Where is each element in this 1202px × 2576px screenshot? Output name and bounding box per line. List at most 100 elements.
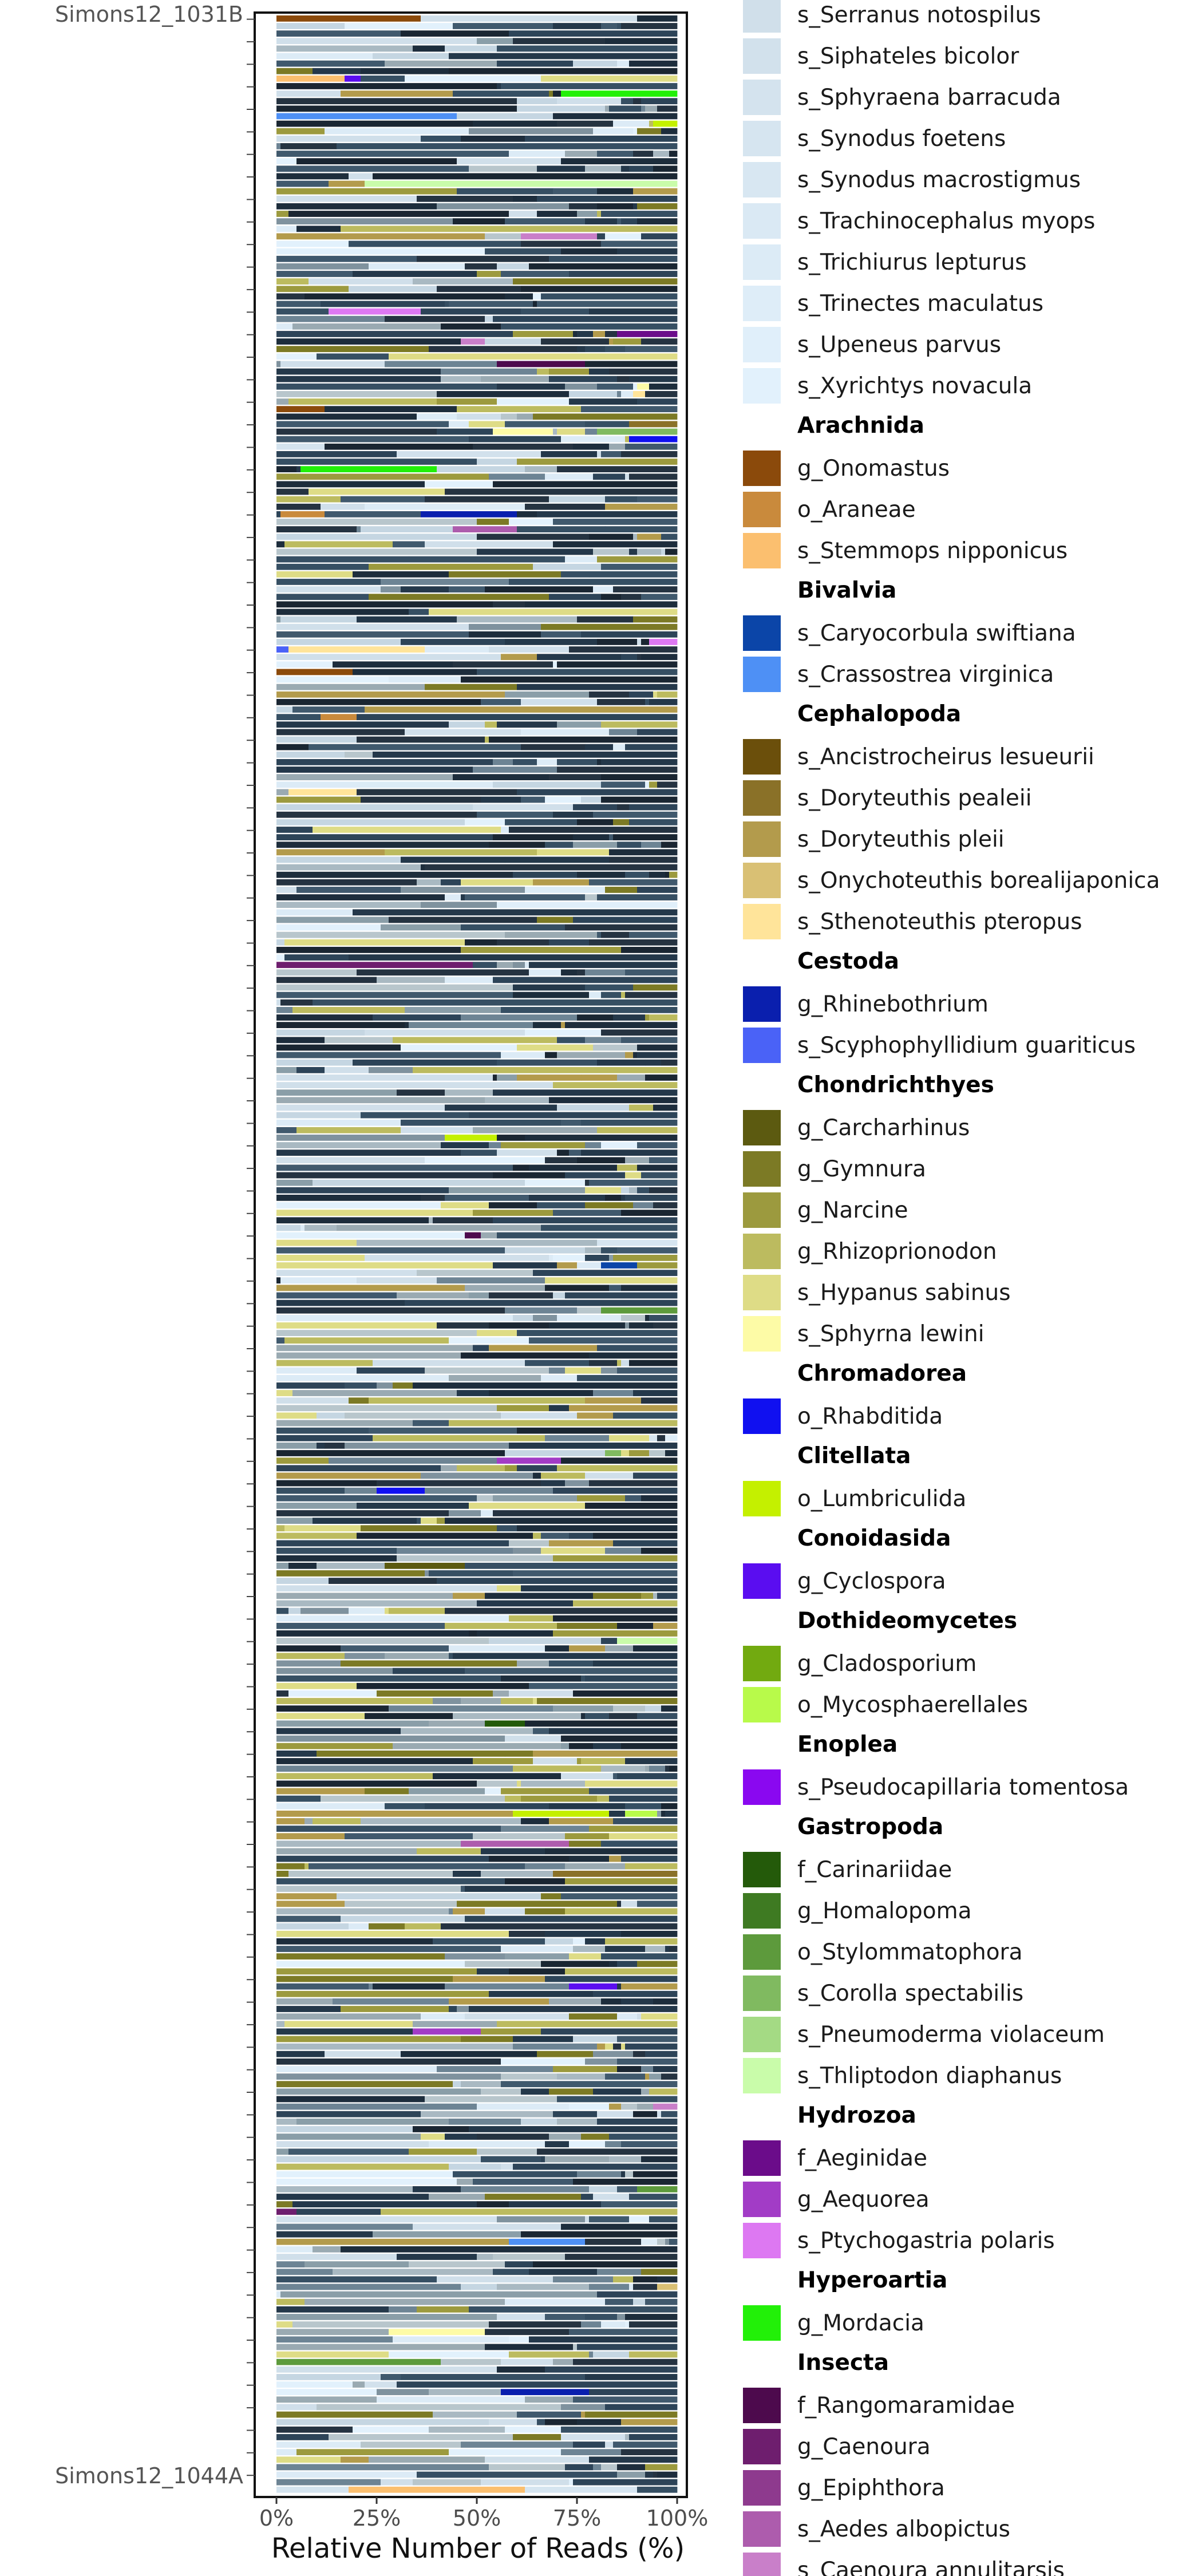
bar-segment xyxy=(665,1810,678,1817)
bar-segment xyxy=(373,173,678,180)
bar-segment xyxy=(276,413,417,420)
bar-segment xyxy=(633,984,678,991)
bar-segment xyxy=(353,2381,365,2388)
bar-segment xyxy=(577,1014,614,1021)
bar-segment xyxy=(577,2171,622,2178)
bar-segment xyxy=(593,1044,638,1051)
bar-segment xyxy=(541,338,610,345)
bar-segment xyxy=(541,451,598,457)
bar-segment xyxy=(565,1863,626,1870)
bar-segment xyxy=(589,368,610,375)
bar-segment xyxy=(421,864,425,871)
bar-segment xyxy=(497,263,529,270)
bar-segment xyxy=(605,2141,622,2148)
bar-segment xyxy=(637,1044,678,1051)
bar-segment xyxy=(429,2141,545,2148)
bar-segment xyxy=(585,1713,610,1720)
bar-segment xyxy=(413,2186,461,2192)
bar-segment xyxy=(661,128,678,135)
bar-segment xyxy=(292,2201,477,2208)
bar-segment xyxy=(569,1622,618,1629)
bar-segment xyxy=(545,796,582,803)
bar-segment xyxy=(641,2156,678,2163)
bar-segment xyxy=(545,1052,557,1058)
bar-segment xyxy=(485,1720,525,1727)
bar-segment xyxy=(321,714,357,721)
bar-segment xyxy=(276,601,493,608)
bar-segment xyxy=(517,1427,678,1434)
bar-segment xyxy=(449,1187,586,1194)
bar-segment xyxy=(569,1826,590,1832)
bar-segment xyxy=(276,1751,317,1757)
bar-segment xyxy=(609,856,630,863)
bar-segment xyxy=(613,2043,622,2050)
bar-segment xyxy=(425,646,489,653)
bar-segment xyxy=(565,1968,678,1975)
bar-segment xyxy=(280,511,325,517)
bar-segment xyxy=(276,361,281,368)
bar-segment xyxy=(349,286,437,293)
bar-segment xyxy=(497,1405,549,1412)
bar-segment xyxy=(489,2419,537,2425)
bar-segment xyxy=(477,534,590,540)
bar-segment xyxy=(521,699,598,705)
bar-segment xyxy=(625,436,630,442)
bar-segment xyxy=(477,2103,570,2110)
bar-segment xyxy=(276,1119,401,1126)
bar-segment xyxy=(669,2238,678,2245)
bar-segment xyxy=(461,879,533,886)
bar-segment xyxy=(621,1998,654,2005)
bar-segment xyxy=(481,1510,493,1516)
bar-segment xyxy=(609,1795,678,1802)
bar-segment xyxy=(641,841,662,848)
bar-segment xyxy=(276,1374,449,1381)
bar-segment xyxy=(389,1607,445,1614)
bar-segment xyxy=(565,1367,602,1374)
bar-segment xyxy=(369,1066,413,1073)
bar-segment xyxy=(409,1788,485,1795)
bar-segment xyxy=(617,1901,622,1907)
bar-segment xyxy=(609,2441,614,2448)
bar-segment xyxy=(505,1247,586,1254)
bar-segment xyxy=(417,255,549,262)
bar-segment xyxy=(276,2366,497,2373)
bar-segment xyxy=(577,331,594,337)
bar-segment xyxy=(505,218,586,225)
legend-group-title: Clitellata xyxy=(797,1443,911,1469)
bar-segment xyxy=(441,376,481,382)
bar-segment xyxy=(601,1142,638,1148)
bar-segment xyxy=(617,841,642,848)
bar-segment xyxy=(276,2246,313,2253)
bar-segment xyxy=(545,1645,570,1652)
bar-segment xyxy=(453,526,517,532)
bar-segment xyxy=(300,466,437,473)
bar-segment xyxy=(276,1901,345,1907)
bar-segment xyxy=(276,1292,397,1299)
bar-segment xyxy=(521,1818,549,1824)
bar-segment xyxy=(549,90,553,97)
bar-segment xyxy=(276,2329,389,2336)
bar-segment xyxy=(541,1961,610,1967)
legend-group-title: Arachnida xyxy=(797,413,924,438)
legend-label: o_Stylommatophora xyxy=(797,1939,1023,1965)
bar-segment xyxy=(276,1878,505,1884)
bar-segment xyxy=(276,1435,373,1441)
bar-segment xyxy=(445,977,493,983)
bar-segment xyxy=(276,2306,389,2313)
bar-segment xyxy=(333,1998,449,2005)
bar-segment xyxy=(665,871,670,878)
bar-segment xyxy=(341,2246,678,2253)
legend-swatch xyxy=(743,2470,781,2506)
bar-segment xyxy=(276,1285,449,1291)
bar-segment xyxy=(621,218,638,225)
legend-swatch xyxy=(743,2140,781,2176)
bar-segment xyxy=(276,1232,465,1239)
bar-segment xyxy=(276,864,421,871)
legend-label: g_Cyclospora xyxy=(797,1568,946,1594)
bar-segment xyxy=(589,308,678,315)
bar-segment xyxy=(629,1360,678,1366)
bar-segment xyxy=(276,999,281,1006)
bar-segment xyxy=(409,2261,505,2267)
bar-segment xyxy=(605,2298,634,2305)
bar-segment xyxy=(505,1450,606,1456)
